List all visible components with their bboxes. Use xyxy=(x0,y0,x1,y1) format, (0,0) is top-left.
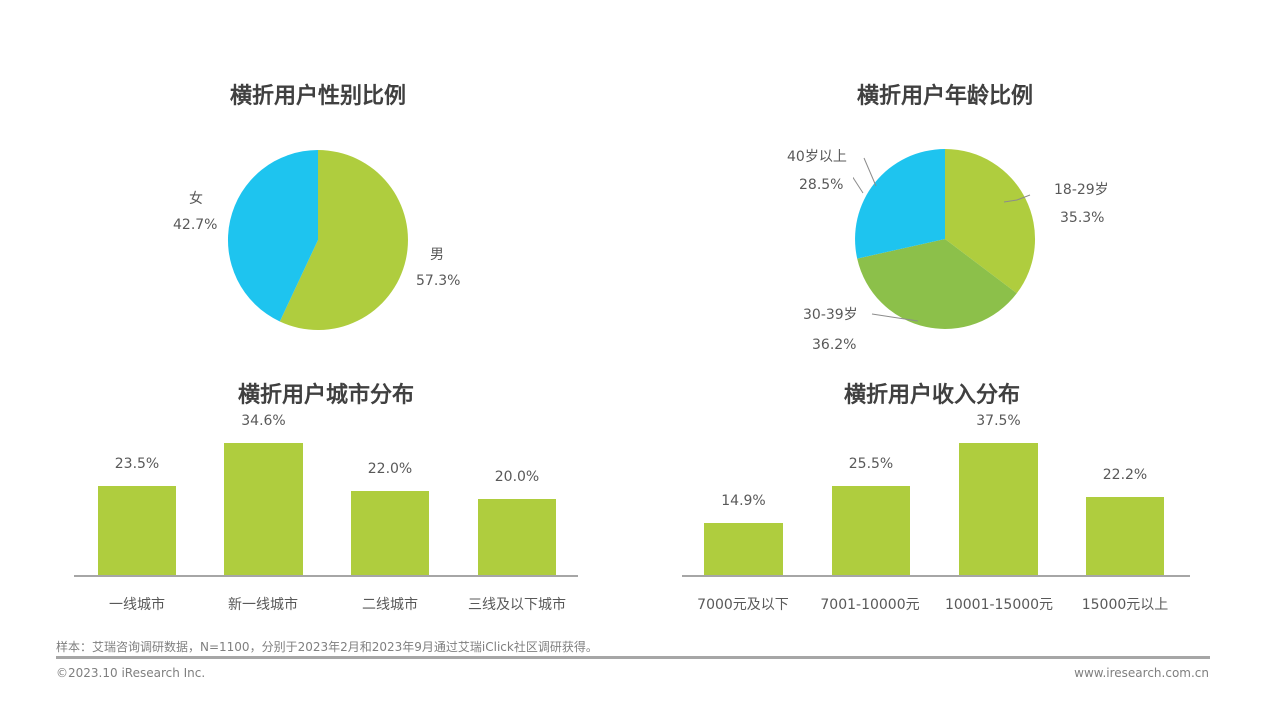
gender-male-value: 57.3% xyxy=(416,273,461,289)
gender-female-value: 42.7% xyxy=(173,217,218,233)
income-category-label: 7000元及以下 xyxy=(697,597,789,613)
city-bar-tier1 xyxy=(98,486,176,576)
gender-female-label: 女 xyxy=(189,191,203,207)
website-link[interactable]: www.iresearch.com.cn xyxy=(1074,666,1209,680)
city-bar-value: 22.0% xyxy=(367,461,413,477)
city-bar-value: 23.5% xyxy=(114,456,160,472)
age-pie-chart xyxy=(853,149,1036,329)
age-18-29-label: 18-29岁 xyxy=(1054,182,1109,198)
city-bar-new-tier1 xyxy=(224,443,303,576)
age-leader-lines xyxy=(863,157,1031,322)
income-bar-7000-below xyxy=(704,523,783,576)
gender-pie-chart xyxy=(227,150,408,330)
city-category-label: 新一线城市 xyxy=(228,597,298,613)
city-category-label: 三线及以下城市 xyxy=(468,597,566,613)
age-30-39-label: 30-39岁 xyxy=(803,307,858,323)
income-x-axis xyxy=(682,575,1190,577)
income-bar-value: 37.5% xyxy=(976,413,1021,429)
age-18-29-value: 35.3% xyxy=(1060,210,1105,226)
income-bar-10001-15000 xyxy=(959,443,1038,576)
sample-note: 样本：艾瑞咨询调研数据，N=1100，分别于2023年2月和2023年9月通过艾… xyxy=(56,640,598,654)
pie-slice-female xyxy=(227,150,318,322)
city-bar-value: 34.6% xyxy=(241,413,286,429)
city-category-label: 一线城市 xyxy=(109,597,165,613)
income-category-label: 7001-10000元 xyxy=(820,597,920,613)
city-x-axis xyxy=(74,575,578,577)
income-category-label: 15000元以上 xyxy=(1081,597,1169,613)
age-30-39-value: 36.2% xyxy=(812,337,857,353)
income-bar-value: 25.5% xyxy=(848,456,894,472)
pie-slice-male xyxy=(279,150,408,330)
income-category-label: 10001-15000元 xyxy=(944,597,1054,613)
pie-slice-30-39 xyxy=(857,239,1017,329)
income-bar-value: 22.2% xyxy=(1102,467,1148,483)
city-chart-title: 横折用户城市分布 xyxy=(237,383,414,408)
gender-male-label: 男 xyxy=(430,247,444,263)
income-bar-7001-10000 xyxy=(832,486,910,576)
income-bar-chart: 14.9% 25.5% 37.5% 22.2% xyxy=(682,400,1190,576)
age-40-plus-label: 40岁以上 xyxy=(787,149,847,165)
income-bar-value: 14.9% xyxy=(721,493,766,509)
city-bar-value: 20.0% xyxy=(494,469,540,485)
pie-slice-40-plus xyxy=(855,149,945,259)
age-40-plus-value: 28.5% xyxy=(799,177,844,193)
gender-chart-title: 横折用户性别比例 xyxy=(229,84,406,109)
city-bar-chart: 23.5% 34.6% 22.0% 20.0% xyxy=(74,400,578,576)
city-bar-tier2 xyxy=(351,491,429,576)
income-chart-title: 横折用户收入分布 xyxy=(843,383,1020,408)
city-category-label: 二线城市 xyxy=(362,597,418,613)
pie-slice-18-29 xyxy=(945,149,1036,294)
copyright: ©2023.10 iResearch Inc. xyxy=(56,666,206,680)
city-bar-tier3-below xyxy=(478,499,556,576)
footer-divider xyxy=(56,656,1210,659)
income-bar-15000-plus xyxy=(1086,497,1164,576)
age-chart-title: 横折用户年龄比例 xyxy=(856,84,1033,109)
